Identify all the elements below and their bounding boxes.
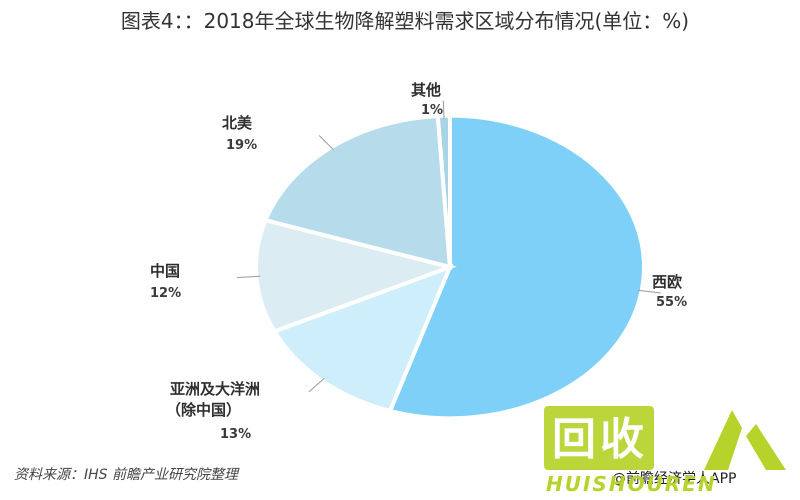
value-north-america: 19% [226, 138, 257, 153]
label-china: 中国 [150, 262, 180, 280]
value-asia-oceania: 13% [220, 427, 251, 442]
chart-title: 图表4：：2018年全球生物降解塑料需求区域分布情况(单位：%) [120, 9, 690, 33]
watermark-logo: 回收 HUISHOUREN [544, 404, 794, 496]
value-china: 12% [150, 286, 181, 301]
label-other: 其他 [411, 81, 441, 99]
label-north-america: 北美 [222, 114, 253, 132]
source-note: 资料来源：IHS 前瞻产业研究院整理 [14, 467, 238, 483]
value-other: 1% [421, 103, 443, 118]
leader-line-north-america [318, 135, 334, 151]
label-west-europe: 西欧 [652, 273, 682, 291]
leader-line-other [442, 100, 445, 119]
leader-line-asia-oceania [308, 377, 325, 393]
credit-text: @前瞻经济学人APP [612, 471, 737, 487]
value-west-europe: 55% [656, 295, 687, 310]
watermark-text: HUISHOUREN [546, 472, 717, 496]
watermark-mark-icon [704, 410, 786, 470]
leader-line-west-europe [637, 289, 661, 294]
watermark-glyph: 回收 [552, 414, 648, 465]
watermark-box: 回收 [544, 406, 654, 470]
pie-slices [254, 113, 646, 421]
label-asia-oceania: 亚洲及大洋洲 [170, 380, 260, 398]
leader-line-china [236, 275, 261, 278]
leader-lines [236, 100, 661, 393]
label-asia-oceania-note: （除中国） [166, 401, 241, 419]
